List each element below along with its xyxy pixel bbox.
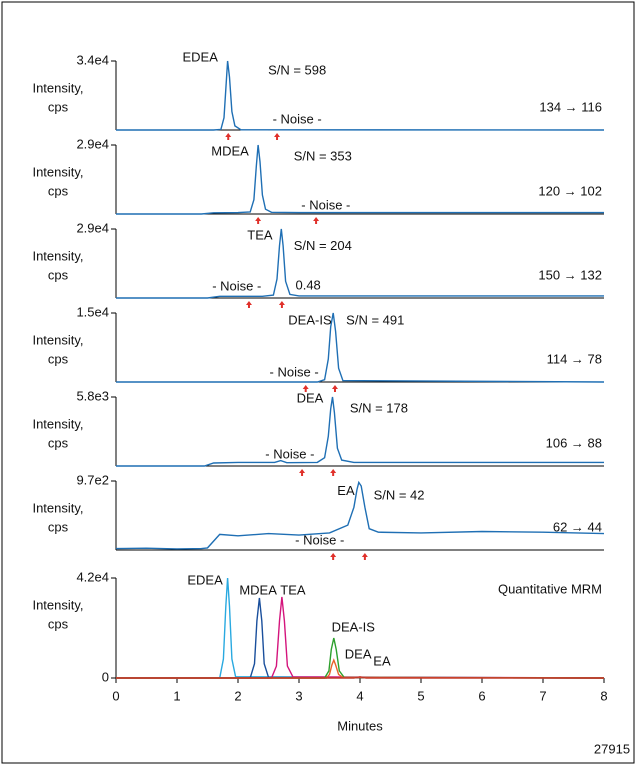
noise-marker xyxy=(302,385,309,392)
annotation: - Noise - xyxy=(301,197,350,212)
annotation: - Noise - xyxy=(212,278,261,293)
annotation: DEA-IS xyxy=(288,312,332,327)
x-tick-label: 5 xyxy=(417,688,424,703)
noise-marker xyxy=(274,133,281,140)
y-tick-label: 2.9e4 xyxy=(76,220,109,235)
annotation: EA xyxy=(373,653,391,668)
annotation: 0.48 xyxy=(295,277,320,292)
panel-title: Quantitative MRM xyxy=(498,581,602,596)
annotation: MDEA xyxy=(211,144,249,159)
y-axis-label: Intensity, xyxy=(32,80,83,95)
trace xyxy=(116,577,605,679)
y-axis-label: cps xyxy=(48,519,69,534)
annotation: S/N = 42 xyxy=(374,487,425,502)
annotation: - Noise - xyxy=(270,365,319,380)
y-axis-label: Intensity, xyxy=(32,416,83,431)
annotation: TEA xyxy=(247,228,273,243)
y-axis-label: cps xyxy=(48,616,69,631)
noise-marker xyxy=(225,133,232,140)
trace xyxy=(116,228,604,299)
x-tick-label: 6 xyxy=(478,688,485,703)
y-axis-label: cps xyxy=(48,351,69,366)
y-tick-label: 1.5e4 xyxy=(76,304,109,319)
transition-label: 120 → 102 xyxy=(538,183,602,198)
transition-label: 106 → 88 xyxy=(546,435,602,450)
noise-marker xyxy=(245,301,252,308)
y-axis-label: cps xyxy=(48,183,69,198)
noise-marker xyxy=(330,553,337,560)
x-tick-label: 0 xyxy=(112,688,119,703)
y-tick-label: 2.9e4 xyxy=(76,136,109,151)
annotation: - Noise - xyxy=(273,111,322,126)
noise-marker xyxy=(313,217,320,224)
annotation: S/N = 204 xyxy=(294,238,352,253)
trace xyxy=(116,396,604,467)
y-axis-label: Intensity, xyxy=(32,248,83,263)
annotation: EDEA xyxy=(182,49,218,64)
annotation: DEA-IS xyxy=(332,619,376,634)
y-axis-label: Intensity, xyxy=(32,164,83,179)
x-tick-label: 4 xyxy=(356,688,363,703)
y-tick-label: 3.4e4 xyxy=(76,52,109,67)
x-axis-label: Minutes xyxy=(337,718,383,733)
y-axis-label: cps xyxy=(48,99,69,114)
noise-marker xyxy=(299,469,306,476)
y-tick-label: 5.8e3 xyxy=(76,388,109,403)
transition-label: 150 → 132 xyxy=(538,267,602,282)
transition-label: 134 → 116 xyxy=(539,99,602,114)
trace xyxy=(116,597,605,679)
noise-marker xyxy=(361,553,368,560)
y-axis-label: Intensity, xyxy=(32,597,83,612)
annotation: DEA xyxy=(297,390,324,405)
annotation: - Noise - xyxy=(265,447,314,462)
trace xyxy=(116,312,605,383)
figure-id: 27915 xyxy=(594,741,630,756)
y-tick-label: 9.7e2 xyxy=(76,472,109,487)
annotation: S/N = 178 xyxy=(350,400,408,415)
trace xyxy=(116,60,605,131)
noise-marker xyxy=(255,217,262,224)
annotation: MDEA xyxy=(239,583,277,598)
x-tick-label: 2 xyxy=(234,688,241,703)
annotation: - Noise - xyxy=(295,532,344,547)
trace xyxy=(116,676,604,679)
annotation: S/N = 491 xyxy=(346,312,404,327)
y-tick-label: 0 xyxy=(102,669,109,684)
noise-marker xyxy=(331,385,338,392)
trace xyxy=(116,658,605,679)
y-tick-label: 4.2e4 xyxy=(76,569,109,584)
noise-marker xyxy=(278,301,285,308)
trace xyxy=(115,480,605,550)
transition-label: 62 → 44 xyxy=(553,519,602,534)
x-tick-label: 8 xyxy=(600,688,607,703)
y-axis-label: cps xyxy=(48,267,69,282)
y-axis-label: Intensity, xyxy=(32,500,83,515)
annotation: S/N = 353 xyxy=(294,149,352,164)
annotation: EDEA xyxy=(187,573,223,588)
transition-label: 114 → 78 xyxy=(547,351,602,366)
trace xyxy=(116,637,605,679)
noise-marker xyxy=(330,469,337,476)
x-tick-label: 1 xyxy=(173,688,180,703)
annotation: EA xyxy=(337,483,355,498)
x-tick-label: 7 xyxy=(539,688,546,703)
y-axis-label: cps xyxy=(48,435,69,450)
y-axis-label: Intensity, xyxy=(32,332,83,347)
annotation: DEA xyxy=(345,646,372,661)
x-tick-label: 3 xyxy=(295,688,302,703)
annotation: S/N = 598 xyxy=(268,62,326,77)
trace xyxy=(116,144,604,215)
annotation: TEA xyxy=(280,583,306,598)
trace xyxy=(116,596,605,679)
